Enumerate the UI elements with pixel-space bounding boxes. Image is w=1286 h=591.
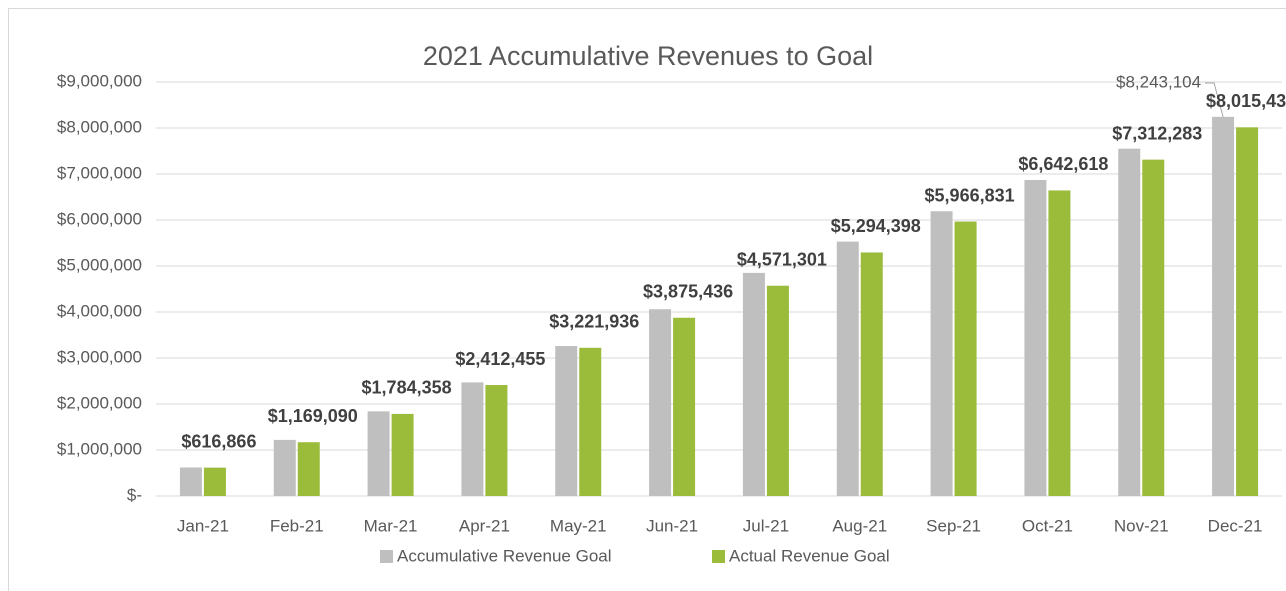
bar bbox=[203, 467, 226, 496]
bar bbox=[673, 317, 696, 496]
bar bbox=[860, 252, 883, 496]
bar bbox=[1142, 159, 1165, 496]
y-tick-label: $- bbox=[127, 485, 142, 504]
bar bbox=[1024, 179, 1047, 497]
legend-swatch bbox=[712, 550, 725, 563]
chart-border bbox=[8, 8, 1286, 591]
leader-line bbox=[1205, 82, 1224, 117]
bar bbox=[273, 439, 296, 496]
bar bbox=[179, 467, 202, 496]
legend-swatch bbox=[380, 550, 393, 563]
y-tick-label: $4,000,000 bbox=[57, 301, 142, 320]
data-label: $5,966,831 bbox=[925, 185, 1015, 205]
data-label: $3,875,436 bbox=[643, 281, 733, 301]
data-label: $3,221,936 bbox=[549, 312, 639, 332]
y-tick-label: $2,000,000 bbox=[57, 393, 142, 412]
x-tick-label: Nov-21 bbox=[1114, 516, 1169, 535]
y-tick-label: $5,000,000 bbox=[57, 255, 142, 274]
x-tick-label: Aug-21 bbox=[832, 516, 887, 535]
legend-label: Actual Revenue Goal bbox=[729, 546, 890, 565]
bar bbox=[742, 272, 765, 496]
data-label: $7,312,283 bbox=[1112, 123, 1202, 143]
bar bbox=[391, 413, 414, 496]
y-tick-label: $6,000,000 bbox=[57, 209, 142, 228]
y-tick-label: $7,000,000 bbox=[57, 163, 142, 182]
x-tick-label: Jul-21 bbox=[743, 516, 789, 535]
x-tick-label: Feb-21 bbox=[270, 516, 324, 535]
x-tick-label: Jun-21 bbox=[646, 516, 698, 535]
data-label: $4,571,301 bbox=[737, 249, 827, 269]
x-tick-label: Sep-21 bbox=[926, 516, 981, 535]
x-tick-label: Dec-21 bbox=[1208, 516, 1263, 535]
y-tick-label: $1,000,000 bbox=[57, 439, 142, 458]
y-tick-label: $8,000,000 bbox=[57, 117, 142, 136]
data-label: $616,866 bbox=[181, 431, 256, 451]
data-label: $8,243,104 bbox=[1116, 72, 1201, 91]
bar bbox=[1212, 116, 1235, 497]
x-tick-label: Apr-21 bbox=[459, 516, 510, 535]
bar bbox=[367, 411, 390, 496]
bar bbox=[1236, 127, 1259, 497]
data-label: $2,412,455 bbox=[455, 349, 545, 369]
x-tick-label: Oct-21 bbox=[1022, 516, 1073, 535]
chart-title: 2021 Accumulative Revenues to Goal bbox=[423, 41, 873, 71]
bar bbox=[836, 241, 859, 496]
bar bbox=[766, 285, 789, 496]
data-label: $1,784,358 bbox=[362, 378, 452, 398]
x-tick-label: Mar-21 bbox=[364, 516, 418, 535]
bar bbox=[930, 211, 953, 496]
data-label: $6,642,618 bbox=[1018, 154, 1108, 174]
x-tick-label: May-21 bbox=[550, 516, 607, 535]
bar bbox=[649, 309, 672, 496]
bar bbox=[555, 346, 578, 496]
data-label: $8,015,431 bbox=[1206, 91, 1286, 111]
data-label: $5,294,398 bbox=[831, 216, 921, 236]
y-tick-label: $9,000,000 bbox=[57, 71, 142, 90]
bar bbox=[954, 221, 977, 497]
bar bbox=[461, 382, 484, 496]
y-tick-label: $3,000,000 bbox=[57, 347, 142, 366]
legend-label: Accumulative Revenue Goal bbox=[397, 546, 612, 565]
bar bbox=[485, 385, 508, 496]
data-label: $1,169,090 bbox=[268, 406, 358, 426]
x-tick-label: Jan-21 bbox=[177, 516, 229, 535]
bar bbox=[297, 442, 320, 496]
bar bbox=[579, 347, 602, 496]
bar bbox=[1048, 190, 1071, 496]
bar bbox=[1118, 148, 1141, 496]
